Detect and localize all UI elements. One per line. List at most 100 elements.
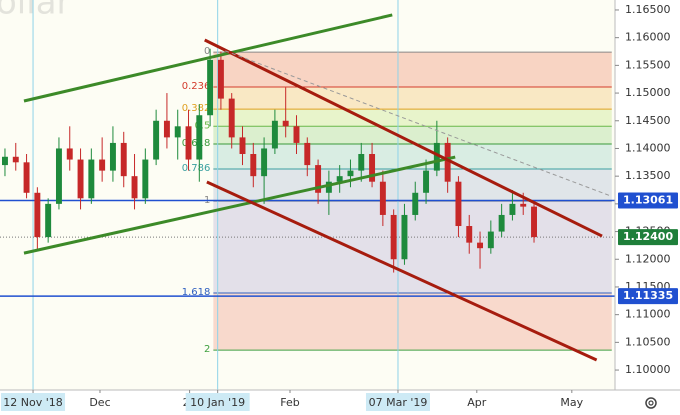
candle-body [99,159,106,171]
price-tag: 1.13061 [623,193,673,206]
candle-body [45,203,52,238]
candle-body [88,159,95,199]
trendline [23,155,456,255]
candle-body [77,159,84,199]
candle-body [239,137,246,155]
x-tick-label: 12 Nov '18 [3,396,62,409]
candle-body [142,159,149,199]
candle-body [531,206,537,238]
candle-body [34,192,41,238]
candle-body [131,176,138,199]
x-tick-highlight [1,393,66,411]
candle-body [185,126,192,160]
x-tick-label: May [560,396,583,409]
x-tick-label: 10 Jan '19 [190,396,245,409]
candle-body [315,165,322,193]
fib-label: 0.236 [182,81,211,92]
trendline [206,180,598,362]
trendline [204,38,603,238]
candle-body [196,115,203,160]
y-tick-label: 1.11000 [625,308,671,321]
candle-body [379,181,386,215]
y-tick-label: 1.16500 [625,3,671,16]
candle-body [455,181,462,227]
x-tick-highlight [365,393,430,411]
candle-body [433,142,440,171]
candle-body [336,176,343,182]
fib-label: 1.618 [182,287,211,298]
candle-body [520,203,527,207]
candle-body [358,154,365,171]
candle-body [412,192,419,215]
last-price-tag: 1.12400 [623,230,673,243]
x-tick-label: Apr [467,396,487,409]
candle-body [261,148,268,177]
gear-hub [648,400,654,406]
candle-body [487,231,494,249]
last-price-tag-box [618,229,678,246]
candle-body [153,120,160,160]
x-tick-highlight [185,393,250,411]
fib-band [213,293,612,351]
watermark: ollar [0,0,71,23]
candle-body [293,126,300,143]
x-tick-label: Dec [89,396,110,409]
candle-body [207,59,214,116]
candle-body [120,142,127,177]
fib-band [213,144,612,169]
trendline [23,13,393,103]
candle-body [369,154,376,182]
fib-label: 0 [204,46,210,57]
candle-body [347,170,354,177]
y-tick-label: 1.15000 [625,86,671,99]
price-tag-box [618,192,678,209]
candle-body [109,142,116,171]
candle-body [466,226,473,243]
candle-body [401,214,408,260]
x-tick-label: Feb [280,396,299,409]
x-tick-label: 07 Mar '19 [369,396,428,409]
fib-label: 2 [204,344,210,355]
fib-band [213,126,612,145]
y-tick-label: 1.10000 [625,363,671,376]
settings-icon[interactable] [645,397,657,409]
fib-band [213,52,612,87]
fib-band [213,86,612,110]
y-tick-label: 1.15500 [625,58,671,71]
candle-body [250,154,257,177]
candle-body [217,59,224,99]
candle-body [325,181,332,193]
candle-body [12,156,19,163]
price-tag-box [618,288,678,305]
y-tick-label: 1.12000 [625,252,671,265]
candle-body [271,120,278,149]
fib-label: 0.618 [182,138,211,149]
y-tick-label: 1.16000 [625,31,671,44]
candle-body [390,214,397,260]
price-tag: 1.11335 [623,289,673,302]
y-tick-label: 1.14500 [625,114,671,127]
candle-body [444,142,451,182]
candle-body [228,98,235,138]
candle-body [1,156,8,166]
candle-body [423,170,430,193]
candle-body [304,142,311,166]
candle-body [55,148,62,204]
candle-body [477,242,484,249]
fib-label: 0.5 [194,120,210,131]
y-tick-label: 1.10500 [625,335,671,348]
fib-band [213,109,612,127]
trendline [225,50,611,197]
candle-body [163,120,170,138]
y-tick-label: 1.14000 [625,141,671,154]
candle-body [23,162,30,193]
candle-body [282,120,289,127]
candle-body [509,203,516,215]
candle-body [498,214,505,232]
fib-label: 0.382 [182,103,211,114]
candle-body [66,148,73,160]
gear-ring [645,397,657,409]
y-tick-label: 1.13500 [625,169,671,182]
fib-label: 0.786 [182,163,211,174]
